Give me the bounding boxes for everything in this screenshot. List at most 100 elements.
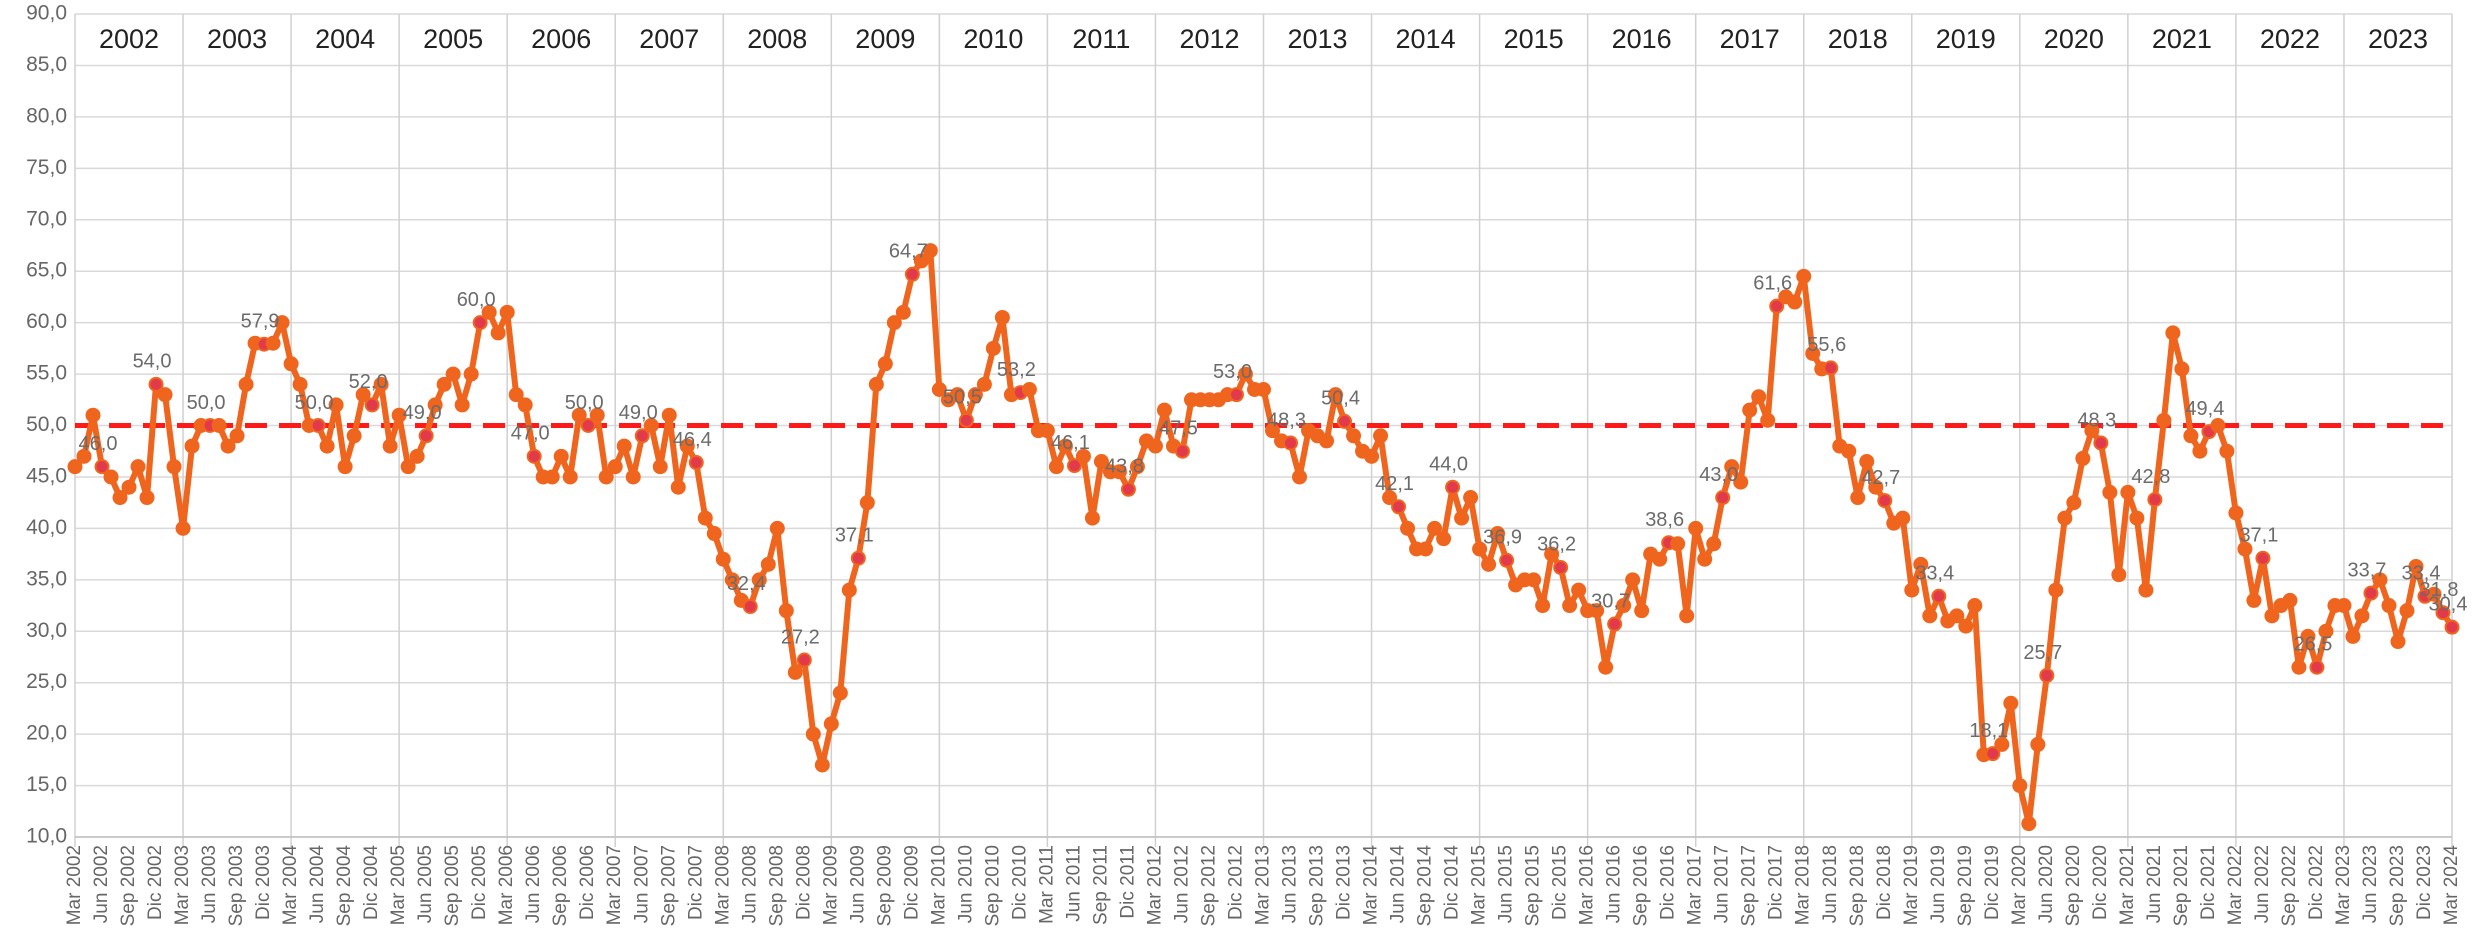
y-tick-label: 80,0: [26, 104, 67, 127]
x-tick-label: Dic 2012: [1226, 845, 1247, 920]
x-tick-label: Dic 2007: [685, 845, 706, 920]
marker: [2183, 428, 2199, 444]
x-tick-label: Dic 2014: [1442, 845, 1463, 920]
highlight-marker: [1391, 499, 1407, 515]
marker: [868, 376, 884, 392]
marker: [1093, 454, 1109, 470]
marker: [1895, 510, 1911, 526]
period-label: 2019: [1936, 24, 1996, 54]
marker: [481, 304, 497, 320]
highlight-marker: [1337, 413, 1353, 429]
marker: [1256, 381, 1271, 397]
data-label: 49,0: [403, 402, 442, 424]
marker: [2228, 505, 2244, 521]
x-tick-label: Sep 2023: [2387, 845, 2408, 926]
x-tick-label: Dic 2018: [1874, 845, 1895, 920]
marker: [1859, 454, 1875, 470]
data-label: 50,4: [1321, 388, 1360, 410]
x-tick-label: Dic 2019: [1982, 845, 2003, 920]
marker: [1535, 598, 1551, 614]
highlight-marker: [958, 412, 974, 428]
marker: [2354, 608, 2370, 624]
y-tick-label: 20,0: [26, 722, 67, 745]
marker: [760, 556, 776, 572]
marker: [1147, 438, 1163, 454]
marker: [427, 397, 443, 413]
marker: [2156, 412, 2172, 428]
x-tick-label: Mar 2018: [1793, 845, 1814, 925]
data-label: 33,4: [2402, 563, 2441, 585]
marker: [1346, 428, 1362, 444]
marker: [1292, 469, 1308, 485]
marker: [1760, 412, 1776, 428]
marker: [1796, 268, 1812, 284]
x-tick-label: Mar 2014: [1361, 845, 1382, 926]
x-tick-label: Sep 2020: [2063, 845, 2084, 926]
x-tick-label: Sep 2009: [874, 845, 895, 926]
data-label: 50,0: [295, 392, 334, 414]
y-tick-label: 15,0: [26, 773, 67, 796]
x-tick-label: Sep 2004: [334, 845, 355, 927]
period-label: 2003: [207, 24, 267, 54]
marker: [517, 397, 533, 413]
marker: [382, 438, 398, 454]
x-tick-label: Jun 2006: [523, 845, 544, 923]
marker: [346, 428, 362, 444]
y-tick-label: 25,0: [26, 670, 67, 693]
marker: [1670, 536, 1686, 552]
x-tick-label: Mar 2021: [2117, 845, 2138, 925]
marker: [859, 495, 875, 511]
x-tick-label: Mar 2024: [2441, 845, 2462, 926]
data-label: 37,1: [2239, 524, 2278, 546]
data-label: 42,7: [1861, 467, 1900, 489]
marker: [1463, 490, 1479, 506]
marker: [2057, 510, 2073, 526]
x-tick-label: Jun 2002: [91, 845, 112, 923]
x-tick-label: Dic 2017: [1766, 845, 1787, 920]
marker: [652, 459, 668, 475]
marker: [1868, 479, 1884, 495]
marker: [1994, 736, 2010, 752]
x-tick-label: Jun 2019: [1928, 845, 1949, 923]
marker: [2345, 628, 2361, 644]
marker: [1454, 510, 1470, 526]
marker: [1850, 490, 1866, 506]
marker: [2399, 603, 2415, 619]
highlight-marker: [2093, 435, 2109, 451]
data-label: 46,4: [673, 429, 712, 451]
marker: [2129, 510, 2145, 526]
marker: [1616, 598, 1632, 614]
marker: [1129, 459, 1145, 475]
marker: [607, 459, 623, 475]
period-label: 2011: [1072, 24, 1130, 54]
marker: [1436, 531, 1452, 547]
marker: [220, 438, 236, 454]
marker: [184, 438, 200, 454]
marker: [229, 428, 245, 444]
marker: [697, 510, 713, 526]
y-tick-label: 85,0: [26, 53, 67, 76]
marker: [2021, 816, 2037, 832]
x-tick-label: Dic 2004: [361, 845, 382, 920]
highlight-marker: [1985, 746, 2001, 762]
data-label: 46,1: [1051, 432, 1090, 454]
x-tick-label: Dic 2016: [1658, 845, 1679, 920]
highlight-marker: [1769, 298, 1785, 314]
data-label: 47,0: [511, 423, 550, 445]
highlight-marker: [310, 418, 326, 433]
y-tick-label: 40,0: [26, 516, 67, 539]
marker: [157, 387, 173, 403]
x-tick-label: Jun 2012: [1171, 845, 1192, 923]
marker: [2165, 325, 2181, 341]
x-tick-label: Mar 2003: [172, 845, 193, 925]
marker: [1724, 459, 1740, 475]
marker: [1472, 541, 1488, 557]
x-tick-label: Dic 2008: [793, 845, 814, 920]
x-tick-label: Jun 2014: [1388, 845, 1409, 924]
marker: [1733, 474, 1749, 490]
x-tick-label: Sep 2006: [550, 845, 571, 926]
highlight-marker: [1607, 616, 1623, 632]
x-tick-label: Jun 2016: [1604, 845, 1625, 923]
period-label: 2023: [2368, 24, 2428, 54]
highlight-marker: [1228, 387, 1244, 403]
